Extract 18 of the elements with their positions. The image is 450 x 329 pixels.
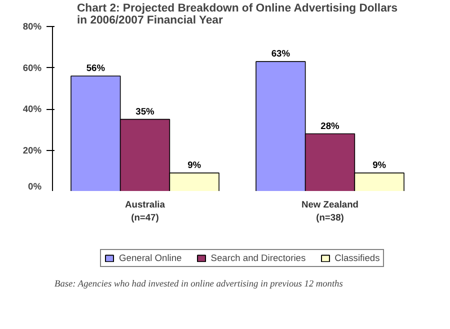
data-label: 9%	[372, 160, 387, 170]
chart-title: Chart 2: Projected Breakdown of Online Advertising Dollars in 2006/2007 Financial Year	[76, 2, 398, 26]
y-tick-label: 80%	[22, 22, 42, 32]
legend-label: Classifieds	[334, 253, 380, 263]
text: Base: Agencies who had invested in online advertising in previous 12 months	[54, 280, 344, 290]
data-label: 35%	[136, 106, 156, 116]
y-tick-label: 20%	[22, 145, 42, 156]
y-tick-label: 0%	[28, 182, 42, 192]
x-tick-label: Australia (n=47)	[125, 200, 166, 222]
x-tick-label: New Zealand (n=38)	[301, 200, 359, 222]
y-tick-label: 40%	[22, 104, 42, 114]
data-label: 63%	[271, 48, 291, 59]
legend-label: General Online	[119, 253, 182, 263]
legend-label: Search and Directories	[210, 253, 306, 263]
y-tick-label: 60%	[22, 62, 42, 73]
data-label: 56%	[86, 63, 106, 73]
data-label: 9%	[188, 160, 202, 170]
data-label: 28%	[320, 120, 340, 131]
